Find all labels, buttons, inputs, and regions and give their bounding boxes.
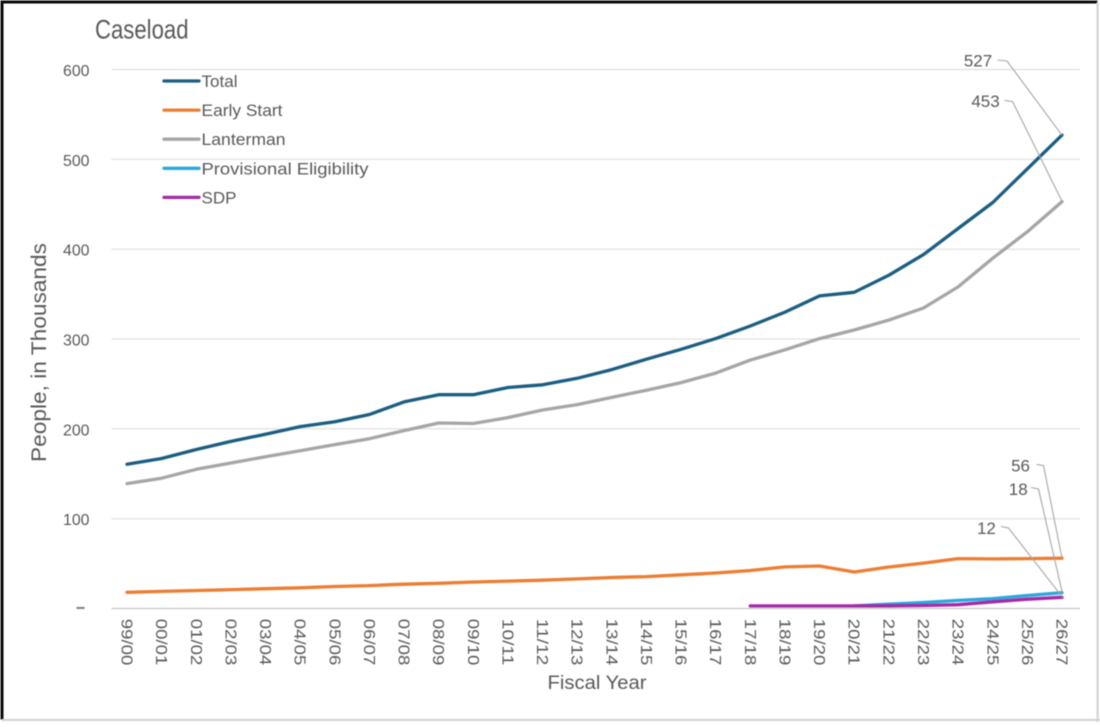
svg-text:08/09: 08/09 xyxy=(429,619,446,666)
svg-text:Fiscal Year: Fiscal Year xyxy=(548,673,648,694)
svg-text:600: 600 xyxy=(63,63,90,80)
svg-text:16/17: 16/17 xyxy=(706,619,723,666)
svg-text:18/19: 18/19 xyxy=(776,619,793,666)
svg-text:Early Start: Early Start xyxy=(202,101,283,120)
svg-text:18: 18 xyxy=(1009,480,1028,499)
svg-text:00/01: 00/01 xyxy=(152,619,169,666)
svg-text:09/10: 09/10 xyxy=(464,619,481,666)
svg-text:12/13: 12/13 xyxy=(568,619,585,666)
svg-text:22/23: 22/23 xyxy=(914,619,931,666)
svg-text:Caseload: Caseload xyxy=(95,15,189,45)
svg-text:SDP: SDP xyxy=(202,188,237,207)
svg-text:10/11: 10/11 xyxy=(498,619,515,666)
svg-text:24/25: 24/25 xyxy=(983,619,1000,666)
svg-text:04/05: 04/05 xyxy=(291,619,308,666)
svg-text:21/22: 21/22 xyxy=(879,619,896,666)
svg-text:Provisional Eligibility: Provisional Eligibility xyxy=(202,159,370,178)
svg-text:453: 453 xyxy=(971,92,999,111)
svg-text:People, in Thousands: People, in Thousands xyxy=(28,243,51,462)
svg-text:Total: Total xyxy=(202,72,238,91)
svg-text:500: 500 xyxy=(63,153,90,170)
svg-text:13/14: 13/14 xyxy=(602,619,619,666)
svg-text:400: 400 xyxy=(63,243,90,260)
svg-text:02/03: 02/03 xyxy=(221,619,238,666)
svg-text:56: 56 xyxy=(1011,457,1030,476)
svg-text:03/04: 03/04 xyxy=(256,619,273,666)
svg-text:300: 300 xyxy=(63,333,90,350)
svg-text:26/27: 26/27 xyxy=(1053,619,1070,666)
svg-text:01/02: 01/02 xyxy=(187,619,204,666)
svg-text:200: 200 xyxy=(63,422,90,439)
svg-text:Lanterman: Lanterman xyxy=(202,130,286,149)
svg-text:06/07: 06/07 xyxy=(360,619,377,666)
svg-text:15/16: 15/16 xyxy=(672,619,689,666)
svg-text:07/08: 07/08 xyxy=(395,619,412,666)
svg-text:25/26: 25/26 xyxy=(1018,619,1035,666)
svg-text:17/18: 17/18 xyxy=(741,619,758,666)
svg-text:12: 12 xyxy=(977,519,996,538)
svg-text:100: 100 xyxy=(63,512,90,529)
svg-text:20/21: 20/21 xyxy=(845,619,862,666)
svg-text:99/00: 99/00 xyxy=(118,619,135,666)
svg-text:23/24: 23/24 xyxy=(949,619,966,666)
svg-text:05/06: 05/06 xyxy=(325,619,342,666)
svg-text:527: 527 xyxy=(964,51,992,70)
svg-text:11/12: 11/12 xyxy=(533,619,550,666)
svg-text:19/20: 19/20 xyxy=(810,619,827,666)
svg-text:14/15: 14/15 xyxy=(637,619,654,666)
